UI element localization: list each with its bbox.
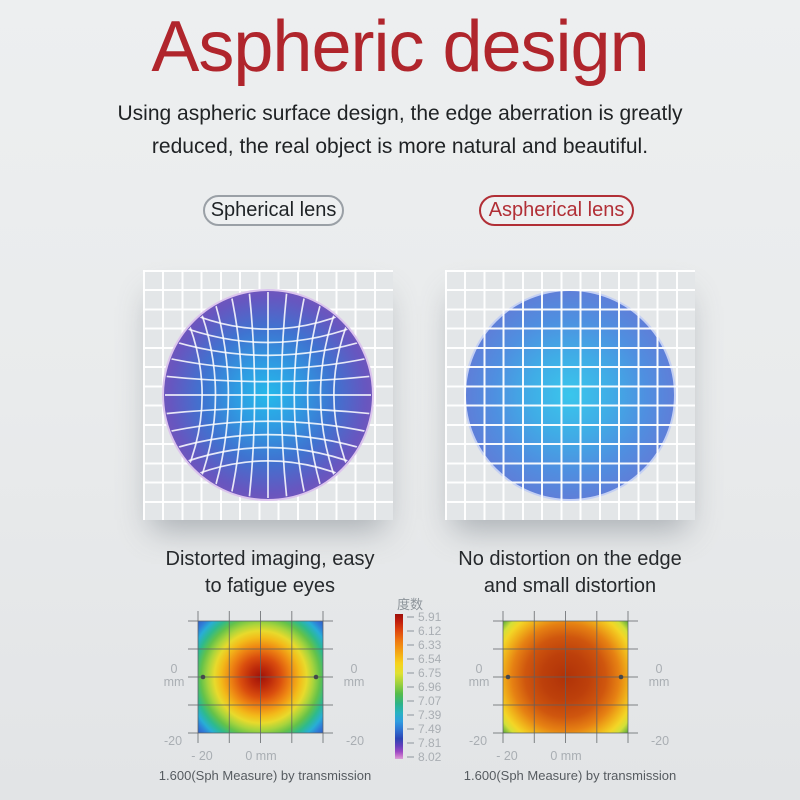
measure-dot-left xyxy=(200,674,206,680)
tick-mark xyxy=(407,672,414,674)
colorbar-label-row: 6.96 xyxy=(407,680,442,694)
colorbar-value: 5.91 xyxy=(418,610,442,624)
colorbar-label-row: 7.39 xyxy=(407,708,442,722)
heatmap-caption: 1.600(Sph Measure) by transmission xyxy=(158,768,372,783)
colorbar-value: 6.12 xyxy=(418,624,442,638)
colorbar-label-row: 6.54 xyxy=(407,652,442,666)
colorbar-label-row: 6.12 xyxy=(407,624,442,638)
spherical-lens-panel xyxy=(143,270,393,520)
y-axis-neg-right: -20 xyxy=(650,734,670,748)
x-axis-zero: 0 mm xyxy=(245,749,277,763)
colorbar-label-row: 7.49 xyxy=(407,722,442,736)
spherical-lens-pill: Spherical lens xyxy=(203,195,344,226)
colorbar xyxy=(395,614,403,759)
aspherical-lens-pill: Aspherical lens xyxy=(479,195,634,226)
straight-grid-overlay xyxy=(445,270,695,520)
colorbar-title: 度数 xyxy=(396,597,423,612)
measure-dot-right xyxy=(618,674,624,680)
colorbar-value: 6.75 xyxy=(418,666,442,680)
aspherical-caption-line2: and small distortion xyxy=(483,575,657,597)
colorbar-label-row: 8.02 xyxy=(407,750,442,764)
tick-mark xyxy=(407,728,414,730)
measure-dot-right xyxy=(313,674,319,680)
heatmap-grid xyxy=(188,611,333,743)
tick-mark xyxy=(407,630,414,632)
colorbar-labels: 5.91 6.12 6.33 6.54 6.75 6.96 7.07 7.39 … xyxy=(407,610,442,764)
subtitle: Using aspheric surface design, the edge … xyxy=(0,97,800,163)
x-axis-neg: - 20 xyxy=(496,749,518,763)
colorbar-label-row: 6.75 xyxy=(407,666,442,680)
colorbar-label-row: 5.91 xyxy=(407,610,442,624)
colorbar-label-row: 7.81 xyxy=(407,736,442,750)
y-axis-label-left: 0 mm xyxy=(156,663,192,689)
aspherical-caption: No distortion on the edge and small dist… xyxy=(410,546,730,600)
y-axis-neg-right: -20 xyxy=(345,734,365,748)
page-title: Aspheric design xyxy=(151,7,649,87)
aspherical-heatmap: 0 mm 0 mm -20 -20 - 20 0 mm 1.600(Sph Me… xyxy=(455,600,685,800)
y-axis-label-right: 0 mm xyxy=(641,663,677,689)
colorbar-value: 8.02 xyxy=(418,750,442,764)
spherical-caption-line2: to fatigue eyes xyxy=(204,575,336,597)
y-zero: 0 xyxy=(475,662,483,676)
y-zero: 0 xyxy=(170,662,178,676)
y-unit: mm xyxy=(648,675,670,689)
spherical-caption-line1: Distorted imaging, easy xyxy=(165,548,375,570)
measure-dot-left xyxy=(505,674,511,680)
spherical-heatmap: 0 mm 0 mm -20 -20 - 20 0 mm 1.600(Sph Me… xyxy=(150,600,380,800)
spherical-lens-illustration xyxy=(162,289,374,501)
tick-mark xyxy=(407,700,414,702)
tick-mark xyxy=(407,658,414,660)
tick-mark xyxy=(407,616,414,618)
heatmap-grid xyxy=(493,611,638,743)
subtitle-line1: Using aspheric surface design, the edge … xyxy=(117,102,683,125)
y-axis-neg-left: -20 xyxy=(468,734,488,748)
y-zero: 0 xyxy=(350,662,358,676)
colorbar-label-row: 6.33 xyxy=(407,638,442,652)
tick-mark xyxy=(407,742,414,744)
tick-mark xyxy=(407,686,414,688)
aspherical-caption-line1: No distortion on the edge xyxy=(458,548,682,570)
y-axis-label-right: 0 mm xyxy=(336,663,372,689)
distorted-grid xyxy=(164,291,372,499)
y-axis-label-left: 0 mm xyxy=(461,663,497,689)
tick-mark xyxy=(407,644,414,646)
colorbar-label-row: 7.07 xyxy=(407,694,442,708)
colorbar-value: 6.33 xyxy=(418,638,442,652)
y-axis-neg-left: -20 xyxy=(163,734,183,748)
colorbar-value: 7.39 xyxy=(418,708,442,722)
x-axis-neg: - 20 xyxy=(191,749,213,763)
colorbar-value: 7.07 xyxy=(418,694,442,708)
colorbar-value: 6.54 xyxy=(418,652,442,666)
colorbar-value: 6.96 xyxy=(418,680,442,694)
y-unit: mm xyxy=(343,675,365,689)
tick-mark xyxy=(407,756,414,758)
y-unit: mm xyxy=(468,675,490,689)
y-unit: mm xyxy=(163,675,185,689)
spherical-caption: Distorted imaging, easy to fatigue eyes xyxy=(110,546,430,600)
subtitle-line2: reduced, the real object is more natural… xyxy=(151,135,649,158)
colorbar-value: 7.81 xyxy=(418,736,442,750)
heatmap-caption: 1.600(Sph Measure) by transmission xyxy=(463,768,677,783)
x-axis-zero: 0 mm xyxy=(550,749,582,763)
tick-mark xyxy=(407,714,414,716)
colorbar-value: 7.49 xyxy=(418,722,442,736)
y-zero: 0 xyxy=(655,662,663,676)
aspherical-lens-panel xyxy=(445,270,695,520)
